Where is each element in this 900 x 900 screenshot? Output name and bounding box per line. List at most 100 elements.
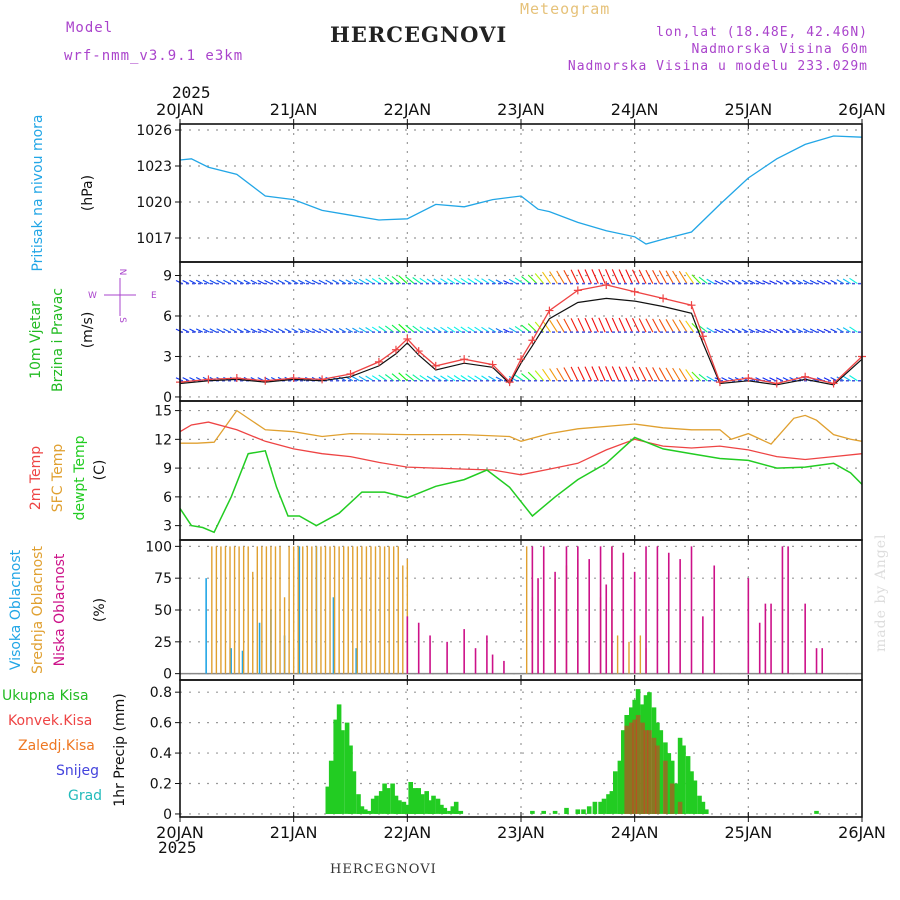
- precip-total-bar: [674, 783, 679, 814]
- wind-barb: [440, 326, 449, 333]
- y-tick-label: 1017: [136, 231, 172, 247]
- wind-barb: [447, 375, 456, 382]
- wind-barb: [384, 374, 395, 382]
- wind-barb: [706, 327, 715, 333]
- precip-total-bar: [692, 780, 698, 814]
- wind-barb: [638, 269, 647, 284]
- wind-direction-label: Brzina i Pravac: [50, 288, 66, 392]
- wind-barb: [521, 373, 531, 382]
- wind-barb: [542, 271, 552, 284]
- wind-barb: [762, 377, 770, 382]
- cloud-unit-label: (%): [92, 598, 108, 622]
- wind-barb: [762, 280, 770, 285]
- wind-barb: [391, 324, 401, 333]
- wind-barb: [842, 278, 851, 285]
- precip-total-bar: [613, 771, 618, 814]
- precip-total-bar: [336, 704, 342, 814]
- wind-barb: [521, 324, 531, 333]
- wind-barb: [584, 366, 592, 381]
- wind-barb: [412, 374, 422, 382]
- wind-barb: [570, 318, 579, 333]
- sfc-temp-label: SFC Temp: [50, 444, 66, 513]
- wind-barb: [243, 279, 251, 285]
- temp-unit-label: (C): [92, 460, 108, 481]
- wind-barb: [605, 269, 613, 284]
- wind-gust-marker: [630, 287, 639, 296]
- wind-barb: [652, 270, 661, 284]
- wind-barb: [440, 278, 449, 285]
- wind-barb: [311, 328, 319, 333]
- precip-snow-label: Snijeg: [56, 763, 99, 779]
- y-tick-label: 1026: [136, 123, 172, 139]
- precip-total-bar: [592, 801, 598, 814]
- wind-barb: [598, 268, 606, 284]
- precip-total-bar: [378, 791, 384, 814]
- y-tick-label: 6: [163, 309, 172, 325]
- precip-total-bar: [700, 801, 706, 814]
- wind-barb: [398, 275, 408, 284]
- precip-total-bar: [681, 745, 686, 814]
- precip-convective-bar: [632, 719, 637, 814]
- precip-total-bar: [370, 798, 376, 814]
- wind-barb: [298, 328, 306, 333]
- wind-barb: [467, 278, 476, 285]
- wind-barb: [257, 279, 265, 285]
- wind-gust-marker: [545, 306, 554, 315]
- wind-barb: [796, 279, 804, 285]
- wind-barb: [453, 277, 463, 285]
- wind-barb: [638, 366, 647, 382]
- wind-barb: [495, 279, 504, 285]
- wind-barb: [672, 367, 681, 382]
- wind-barb: [570, 366, 579, 381]
- precip-total-bar: [458, 810, 464, 814]
- page-title: HERCEGNOVI: [330, 22, 508, 47]
- precip-convective-bar: [655, 745, 660, 814]
- wind-barb: [405, 373, 415, 382]
- precip-total-bar: [435, 798, 441, 814]
- wind-barb: [755, 328, 763, 333]
- x-tick-label-bottom: 21JAN: [270, 823, 318, 842]
- wind-barb: [584, 269, 592, 284]
- wind-barb: [796, 328, 804, 333]
- precip-convective-bar: [677, 801, 683, 814]
- wind-barb: [378, 374, 388, 382]
- wind-barb: [802, 279, 810, 285]
- wind-barb: [195, 279, 203, 285]
- wind-barb: [291, 279, 299, 285]
- wind-barb: [514, 325, 524, 333]
- wind-barb: [549, 319, 558, 333]
- precip-unit-label: 1hr Precip (mm): [112, 693, 128, 806]
- precip-convective-bar: [624, 725, 629, 814]
- wind-barb: [352, 376, 360, 382]
- wind-barb: [345, 327, 354, 333]
- wind-unit-label: (m/s): [80, 312, 96, 349]
- wind-barb: [305, 279, 313, 285]
- compass-s: S: [117, 317, 127, 323]
- precip-total-bar: [617, 760, 623, 814]
- wind-barb: [698, 276, 708, 285]
- wind-barb: [563, 367, 572, 382]
- precip-total-bar: [447, 810, 452, 814]
- x-tick-label-top: 20JAN: [156, 100, 204, 119]
- y-tick-label: 0.8: [150, 685, 172, 701]
- wind-barb: [371, 375, 381, 382]
- wind-barb: [598, 317, 606, 333]
- wind-barb: [250, 279, 258, 285]
- wind-barb: [460, 375, 470, 382]
- compass-cross: [104, 278, 136, 316]
- precip-total-bar: [340, 730, 345, 814]
- wind-barb: [549, 271, 558, 284]
- wind-barb: [419, 374, 429, 382]
- wind-barb: [433, 278, 442, 285]
- wind-barb: [358, 327, 367, 333]
- precip-total-bar: [351, 771, 357, 814]
- precip-total-bar: [356, 794, 361, 814]
- wind-barb: [426, 327, 435, 333]
- precip-convective-bar: [643, 730, 649, 814]
- panel-frame: [179, 679, 863, 818]
- wind-barb: [345, 279, 354, 285]
- precip-total-bar: [621, 730, 626, 814]
- y-tick-label: 0.2: [150, 777, 172, 793]
- altitude-text: Nadmorska Visina 60m: [691, 42, 868, 57]
- wind-gust-marker: [505, 378, 514, 387]
